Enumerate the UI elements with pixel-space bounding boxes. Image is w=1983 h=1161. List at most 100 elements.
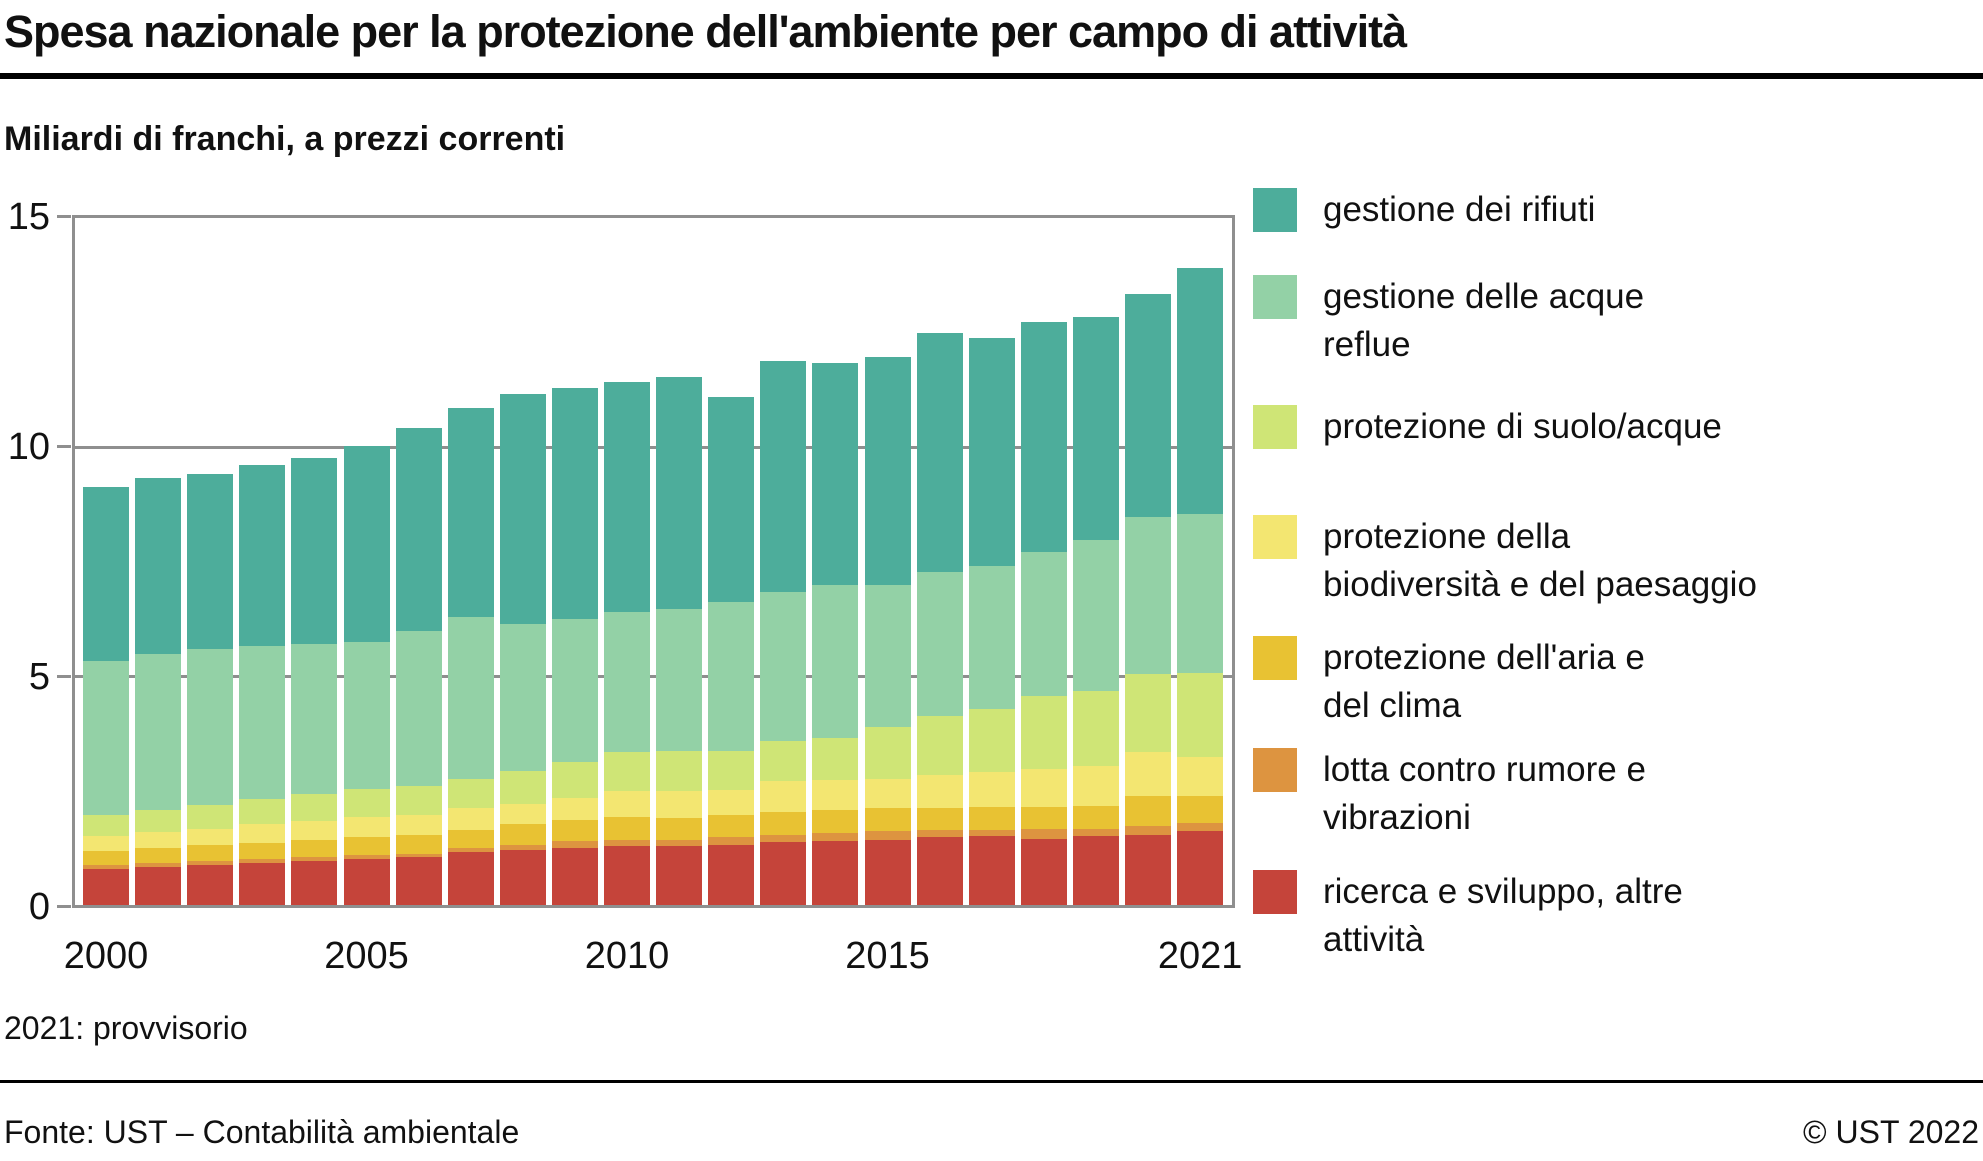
bar-2017-segment-ricerca	[968, 836, 1015, 905]
x-tick-label-2005: 2005	[324, 935, 409, 977]
bar-2019	[1072, 316, 1119, 905]
bar-2021-segment-ricerca	[1177, 831, 1224, 905]
chart-subtitle: Miliardi di franchi, a prezzi correnti	[4, 120, 566, 158]
bar-2001	[135, 477, 182, 905]
bar-2001-segment-biodiversita	[135, 832, 182, 849]
legend-label-biodiversita: protezione della biodiversità e del paesa…	[1323, 517, 1757, 604]
bar-2020-segment-suolo	[1125, 673, 1171, 752]
bar-2002-segment-rifiuti	[187, 474, 234, 650]
bar-2008-segment-suolo	[499, 770, 546, 805]
bar-2017	[968, 337, 1015, 905]
bar-2018-segment-reflue	[1020, 552, 1067, 696]
legend-label-aria: protezione dell'aria e del clima	[1323, 638, 1645, 725]
legend-swatch-rumore	[1253, 748, 1297, 792]
bar-2000-segment-ricerca	[83, 869, 129, 905]
bar-2020-segment-rifiuti	[1125, 293, 1171, 517]
bar-2017-segment-rifiuti	[968, 337, 1015, 566]
bar-2012-segment-reflue	[708, 602, 755, 751]
legend-label-suolo: protezione di suolo/acque	[1323, 407, 1722, 446]
bar-2002-segment-aria	[187, 845, 234, 862]
bar-2016-segment-suolo	[916, 715, 963, 775]
bar-2002-segment-ricerca	[187, 865, 234, 905]
bar-2016	[916, 332, 963, 905]
bar-2003-segment-rifiuti	[239, 464, 286, 647]
bar-2004-segment-reflue	[291, 643, 338, 795]
bar-2013-segment-ricerca	[760, 842, 807, 905]
legend-item-reflue: gestione delle acque reflue	[1253, 273, 1644, 369]
bar-2019-segment-suolo	[1072, 691, 1119, 766]
bar-2012-segment-aria	[708, 815, 755, 838]
bar-2009-segment-aria	[551, 820, 598, 842]
legend-item-ricerca: ricerca e sviluppo, altre attività	[1253, 868, 1683, 964]
bar-2002	[187, 474, 234, 905]
bar-2012	[708, 396, 755, 905]
bar-2012-segment-rumore	[708, 837, 755, 846]
bar-2000-segment-rifiuti	[83, 486, 129, 661]
bar-2011-segment-aria	[656, 817, 703, 841]
bar-2015-segment-rumore	[864, 831, 911, 840]
legend-item-aria: protezione dell'aria e del clima	[1253, 634, 1645, 730]
bar-2002-segment-reflue	[187, 649, 234, 805]
bar-2015	[864, 357, 911, 905]
bar-2006-segment-reflue	[395, 631, 442, 787]
bar-2004-segment-rumore	[291, 856, 338, 862]
legend-swatch-ricerca	[1253, 870, 1297, 914]
bar-2006-segment-rifiuti	[395, 428, 442, 632]
footnote: 2021: provvisorio	[4, 1010, 248, 1046]
bar-2007-segment-aria	[447, 830, 494, 849]
bar-2013-segment-suolo	[760, 740, 807, 782]
page-title: Spesa nazionale per la protezione dell'a…	[4, 6, 1407, 57]
bar-2016-segment-rifiuti	[916, 332, 963, 572]
bar-2009-segment-rifiuti	[551, 388, 598, 620]
bar-2001-segment-rifiuti	[135, 477, 182, 655]
bar-2004-segment-aria	[291, 840, 338, 857]
bar-2019-segment-reflue	[1072, 539, 1119, 692]
bar-2011	[656, 376, 703, 905]
bar-2001-segment-ricerca	[135, 867, 182, 905]
bar-2003-segment-aria	[239, 842, 286, 859]
bar-2003-segment-biodiversita	[239, 824, 286, 843]
bar-2010-segment-biodiversita	[604, 791, 650, 817]
legend-swatch-aria	[1253, 636, 1297, 680]
bar-2015-segment-suolo	[864, 726, 911, 779]
legend-label-rumore: lotta contro rumore e vibrazioni	[1323, 750, 1646, 837]
bar-2014-segment-ricerca	[812, 841, 859, 905]
bar-2007-segment-rumore	[447, 848, 494, 853]
bar-2007	[447, 408, 494, 905]
bar-2002-segment-rumore	[187, 861, 234, 866]
bar-2021-segment-rumore	[1177, 823, 1224, 832]
gridline-y-10	[75, 445, 1232, 449]
bar-2011-segment-rifiuti	[656, 376, 703, 610]
legend-swatch-reflue	[1253, 275, 1297, 319]
bar-2002-segment-biodiversita	[187, 828, 234, 846]
bar-2005-segment-aria	[343, 837, 390, 856]
bar-2010-segment-reflue	[604, 612, 650, 752]
bar-2006-segment-suolo	[395, 786, 442, 816]
bar-2005	[343, 446, 390, 905]
bar-2015-segment-reflue	[864, 585, 911, 727]
bar-2021-segment-biodiversita	[1177, 756, 1224, 796]
bar-2006-segment-rumore	[395, 854, 442, 858]
bar-2018-segment-rifiuti	[1020, 321, 1067, 553]
bar-2001-segment-suolo	[135, 809, 182, 833]
x-tick-label-2000: 2000	[63, 935, 149, 977]
bar-2015-segment-rifiuti	[864, 357, 911, 586]
bar-2015-segment-biodiversita	[864, 778, 911, 809]
bar-2006-segment-ricerca	[395, 857, 442, 905]
legend-swatch-suolo	[1253, 405, 1297, 449]
bar-2000-segment-aria	[83, 851, 129, 866]
bar-2017-segment-reflue	[968, 565, 1015, 710]
y-tick-label-5: 5	[28, 655, 50, 698]
bar-2014-segment-rumore	[812, 833, 859, 842]
bar-2008-segment-aria	[499, 823, 546, 846]
bar-2016-segment-ricerca	[916, 837, 963, 905]
bar-2005-segment-rumore	[343, 855, 390, 860]
bar-2020	[1125, 293, 1171, 905]
bar-2003-segment-suolo	[239, 799, 286, 825]
footer-copyright: © UST 2022	[1803, 1114, 1979, 1150]
bar-2007-segment-reflue	[447, 617, 494, 779]
bar-2007-segment-ricerca	[447, 852, 494, 905]
bars-layer	[75, 218, 1232, 905]
bar-2005-segment-rifiuti	[343, 446, 390, 643]
bar-2018	[1020, 321, 1067, 905]
